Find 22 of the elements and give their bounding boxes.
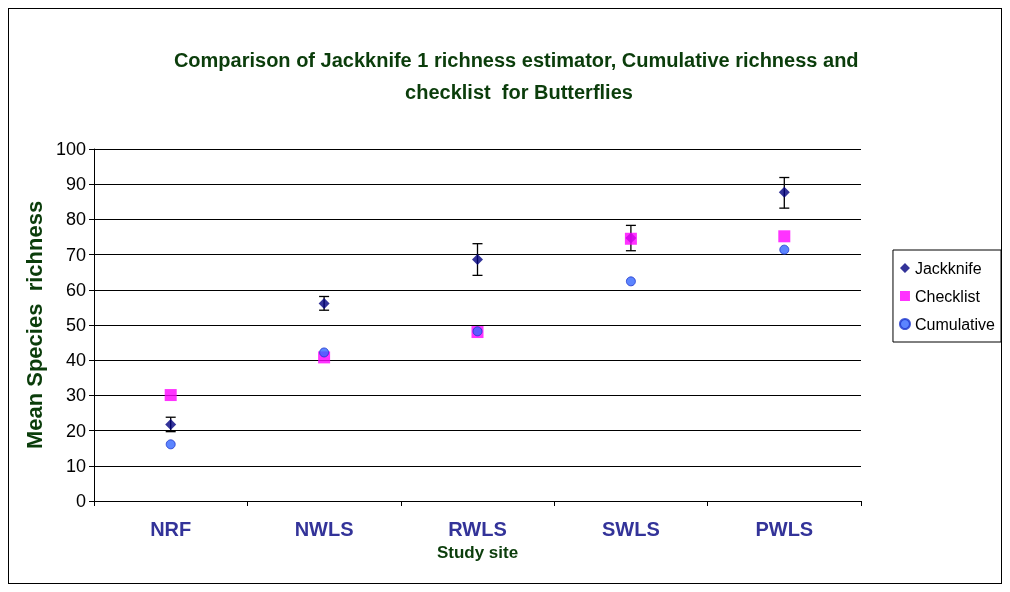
- legend-label: Checklist: [914, 287, 981, 305]
- y-tick-label: 70: [65, 244, 86, 265]
- y-tick-label: 30: [65, 385, 86, 406]
- y-tick-label: 20: [65, 420, 86, 441]
- y-tick-label: 10: [65, 455, 86, 476]
- legend-label: Jackknife: [914, 259, 982, 277]
- y-tick-label: 60: [65, 279, 86, 300]
- y-tick-label: 80: [65, 209, 86, 230]
- chart-title: Comparison of Jackknife 1 richness estimator, Cumulative richness and checklist for Butterflies: [173, 49, 865, 103]
- y-tick-label: 40: [65, 350, 86, 371]
- y-tick-label: 50: [65, 315, 86, 335]
- x-tick-label: NRF: [150, 518, 192, 540]
- y-tick-label: 90: [65, 174, 86, 195]
- x-tick-label: RWLS: [448, 518, 507, 540]
- x-tick-label: SWLS: [602, 518, 660, 540]
- x-tick-label: NWLS: [294, 518, 354, 540]
- x-tick-label: PWLS: [755, 518, 814, 540]
- y-tick-label: 0: [75, 491, 86, 511]
- x-axis-title: Study site: [436, 542, 519, 562]
- y-axis-title: Mean Species richness: [21, 200, 47, 450]
- legend-label: Cumulative: [914, 315, 996, 333]
- y-tick-label: 100: [55, 139, 86, 159]
